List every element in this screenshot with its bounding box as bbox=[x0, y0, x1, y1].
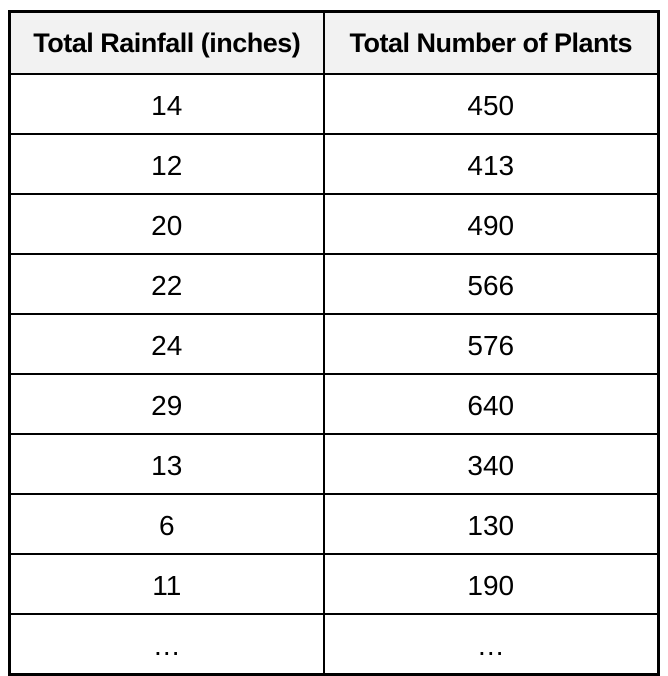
cell-plants: 130 bbox=[322, 493, 660, 555]
cell-plants: 576 bbox=[322, 313, 660, 375]
cell-plants: 566 bbox=[322, 253, 660, 315]
cell-rainfall: 13 bbox=[8, 433, 325, 495]
table-row: 29 640 bbox=[8, 373, 660, 435]
cell-plants: 450 bbox=[322, 73, 660, 135]
cell-plants: 340 bbox=[322, 433, 660, 495]
cell-rainfall: 24 bbox=[8, 313, 325, 375]
cell-rainfall: 20 bbox=[8, 193, 325, 255]
cell-rainfall: 6 bbox=[8, 493, 325, 555]
table-row: 24 576 bbox=[8, 313, 660, 375]
cell-rainfall: 12 bbox=[8, 133, 325, 195]
table-row: 14 450 bbox=[8, 73, 660, 135]
header-row: Total Rainfall (inches) Total Number of … bbox=[8, 10, 660, 75]
cell-rainfall: 14 bbox=[8, 73, 325, 135]
table-row: 22 566 bbox=[8, 253, 660, 315]
rainfall-plants-table: Total Rainfall (inches) Total Number of … bbox=[8, 10, 660, 676]
table-row: 6 130 bbox=[8, 493, 660, 555]
column-header-rainfall: Total Rainfall (inches) bbox=[8, 10, 325, 75]
cell-rainfall: 22 bbox=[8, 253, 325, 315]
cell-rainfall: 29 bbox=[8, 373, 325, 435]
table-row: 13 340 bbox=[8, 433, 660, 495]
table-row: 11 190 bbox=[8, 553, 660, 615]
table-row: 12 413 bbox=[8, 133, 660, 195]
column-header-plants: Total Number of Plants bbox=[322, 10, 660, 75]
cell-plants: 190 bbox=[322, 553, 660, 615]
cell-rainfall: 11 bbox=[8, 553, 325, 615]
cell-plants-ellipsis: … bbox=[322, 613, 660, 676]
table-row-ellipsis: … … bbox=[8, 613, 660, 676]
cell-plants: 413 bbox=[322, 133, 660, 195]
table-row: 20 490 bbox=[8, 193, 660, 255]
cell-rainfall-ellipsis: … bbox=[8, 613, 325, 676]
cell-plants: 490 bbox=[322, 193, 660, 255]
cell-plants: 640 bbox=[322, 373, 660, 435]
